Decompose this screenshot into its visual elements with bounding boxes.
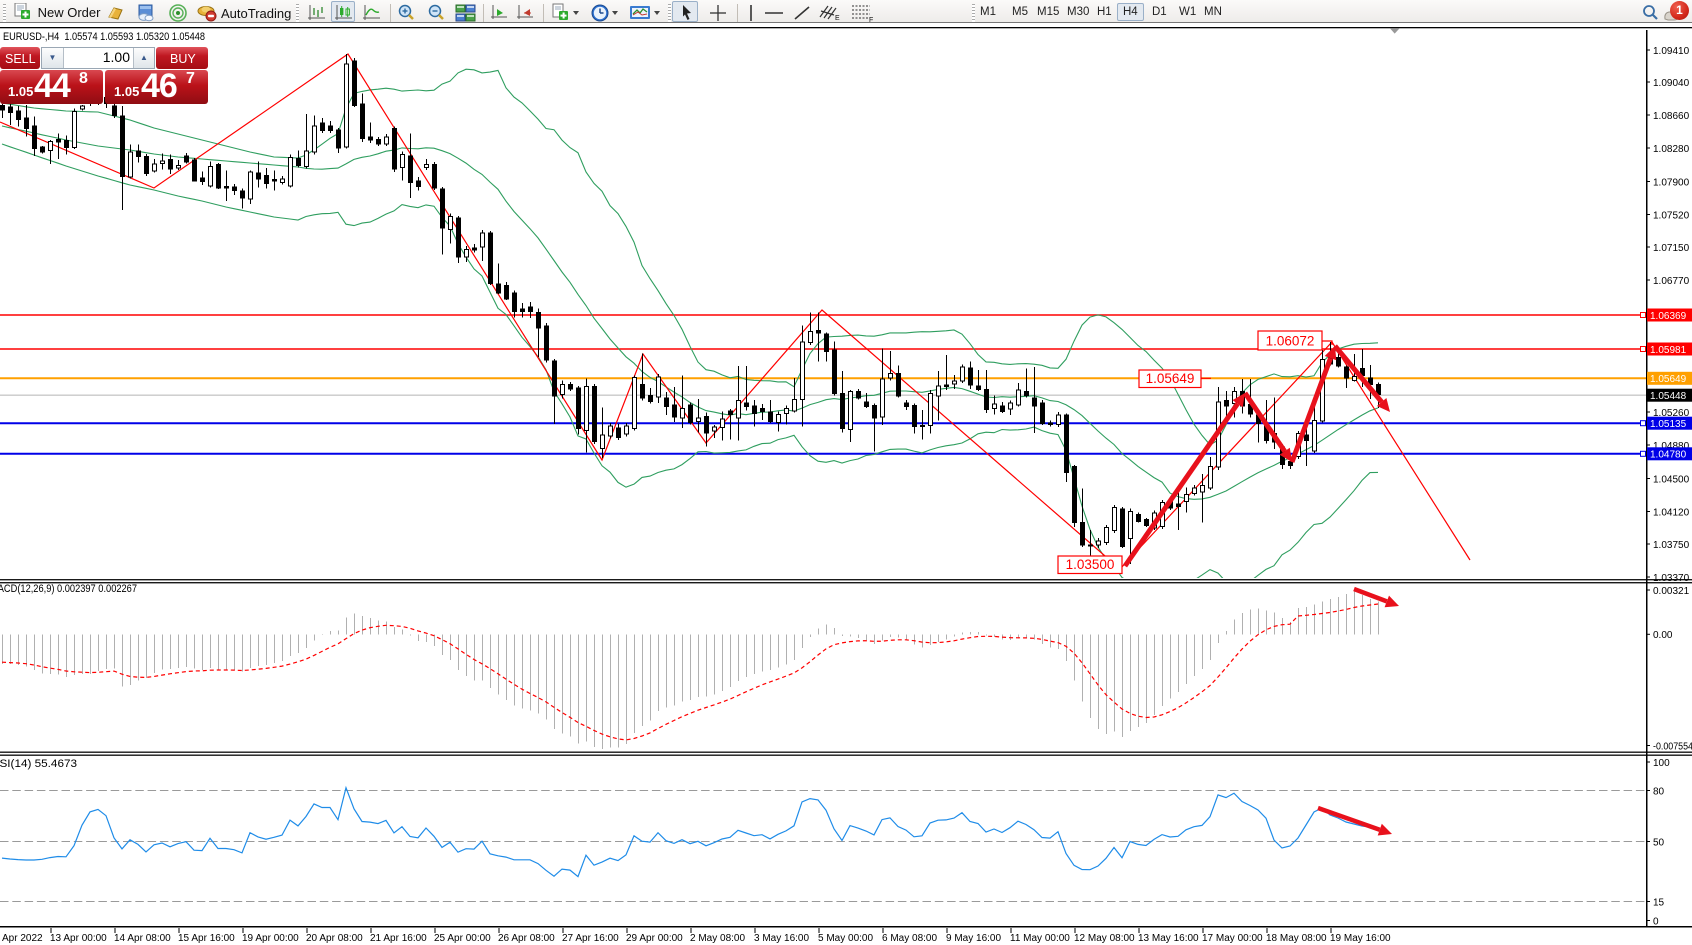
svg-text:Apr 2022: Apr 2022: [2, 933, 43, 944]
svg-text:1.06072: 1.06072: [1266, 334, 1315, 349]
svg-text:11 May 00:00: 11 May 00:00: [1010, 933, 1070, 944]
svg-text:2 May 08:00: 2 May 08:00: [690, 933, 745, 944]
svg-text:29 Apr 00:00: 29 Apr 00:00: [626, 933, 683, 944]
svg-text:1.07520: 1.07520: [1653, 210, 1690, 221]
svg-text:1.05649: 1.05649: [1146, 371, 1195, 386]
svg-text:18 May 08:00: 18 May 08:00: [1266, 933, 1327, 944]
svg-text:1.05260: 1.05260: [1653, 408, 1690, 419]
svg-text:21 Apr 16:00: 21 Apr 16:00: [370, 933, 427, 944]
svg-text:1.08280: 1.08280: [1653, 144, 1690, 155]
svg-text:13 May 16:00: 13 May 16:00: [1138, 933, 1199, 944]
svg-text:1.08660: 1.08660: [1653, 111, 1690, 122]
svg-text:1.03500: 1.03500: [1066, 557, 1115, 572]
svg-text:3 May 16:00: 3 May 16:00: [754, 933, 809, 944]
svg-text:14 Apr 08:00: 14 Apr 08:00: [114, 933, 171, 944]
svg-text:5 May 00:00: 5 May 00:00: [818, 933, 873, 944]
svg-text:6 May 08:00: 6 May 08:00: [882, 933, 937, 944]
svg-text:1.03370: 1.03370: [1653, 573, 1690, 584]
svg-text:-0.007554: -0.007554: [1653, 741, 1692, 752]
svg-text:27 Apr 16:00: 27 Apr 16:00: [562, 933, 619, 944]
svg-text:50: 50: [1653, 837, 1665, 848]
svg-text:1.05649: 1.05649: [1650, 374, 1687, 385]
svg-text:80: 80: [1653, 786, 1665, 797]
svg-text:15: 15: [1653, 897, 1665, 908]
svg-text:1.07900: 1.07900: [1653, 177, 1690, 188]
svg-text:20 Apr 08:00: 20 Apr 08:00: [306, 933, 363, 944]
svg-text:1.04120: 1.04120: [1653, 507, 1690, 518]
svg-text:MACD(12,26,9) 0.002397 0.00226: MACD(12,26,9) 0.002397 0.002267: [0, 583, 137, 595]
svg-text:100: 100: [1653, 758, 1670, 769]
svg-text:17 May 00:00: 17 May 00:00: [1202, 933, 1263, 944]
svg-text:15 Apr 16:00: 15 Apr 16:00: [178, 933, 235, 944]
svg-text:1.05135: 1.05135: [1650, 419, 1687, 430]
svg-text:12 May 08:00: 12 May 08:00: [1074, 933, 1135, 944]
svg-text:1.07150: 1.07150: [1653, 243, 1690, 254]
svg-text:0: 0: [1653, 916, 1659, 927]
svg-text:1.04880: 1.04880: [1653, 441, 1690, 452]
svg-text:25 Apr 00:00: 25 Apr 00:00: [434, 933, 491, 944]
svg-text:F: F: [869, 17, 873, 23]
svg-text:1.04500: 1.04500: [1653, 474, 1690, 485]
svg-text:E: E: [835, 15, 840, 22]
svg-text:1.05981: 1.05981: [1650, 345, 1687, 356]
svg-text:13 Apr 00:00: 13 Apr 00:00: [50, 933, 107, 944]
svg-text:1.06369: 1.06369: [1650, 311, 1687, 322]
svg-text:1.04780: 1.04780: [1650, 450, 1687, 461]
svg-text:1.05448: 1.05448: [1650, 391, 1687, 402]
svg-text:19 Apr 00:00: 19 Apr 00:00: [242, 933, 299, 944]
svg-text:0.00321: 0.00321: [1653, 586, 1690, 597]
svg-text:1.03750: 1.03750: [1653, 540, 1690, 551]
svg-text:0.00: 0.00: [1653, 630, 1673, 641]
svg-text:19 May 16:00: 19 May 16:00: [1330, 933, 1391, 944]
svg-text:26 Apr 08:00: 26 Apr 08:00: [498, 933, 555, 944]
svg-text:1.06770: 1.06770: [1653, 276, 1690, 287]
svg-text:EURUSD-,H4 1.05574 1.05593 1.: EURUSD-,H4 1.05574 1.05593 1.05320 1.054…: [3, 31, 205, 43]
svg-text:1.09040: 1.09040: [1653, 78, 1690, 89]
svg-text:9 May 16:00: 9 May 16:00: [946, 933, 1001, 944]
svg-text:1.09410: 1.09410: [1653, 46, 1690, 57]
svg-text:RSI(14) 55.4673: RSI(14) 55.4673: [0, 758, 77, 770]
